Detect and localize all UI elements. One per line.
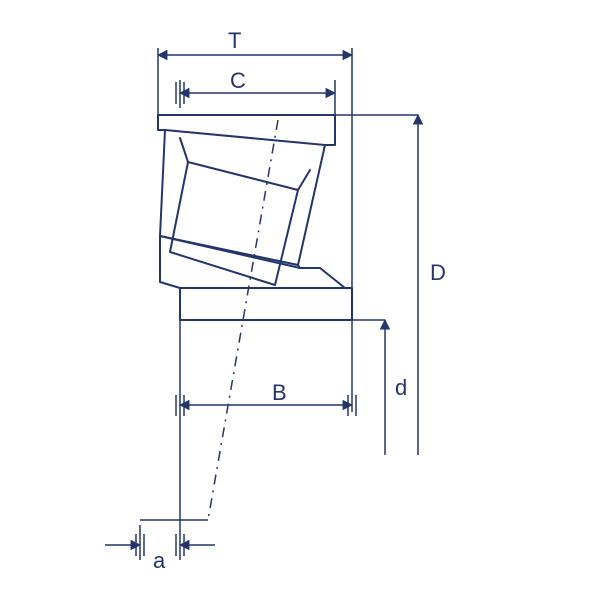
label-B: B [272, 380, 287, 406]
label-d: d [395, 375, 407, 401]
label-D: D [430, 260, 446, 286]
diagram-svg [0, 0, 600, 600]
label-a: a [153, 548, 165, 574]
bearing-diagram: T C B D d a [0, 0, 600, 600]
label-T: T [228, 28, 241, 54]
label-C: C [230, 68, 246, 94]
